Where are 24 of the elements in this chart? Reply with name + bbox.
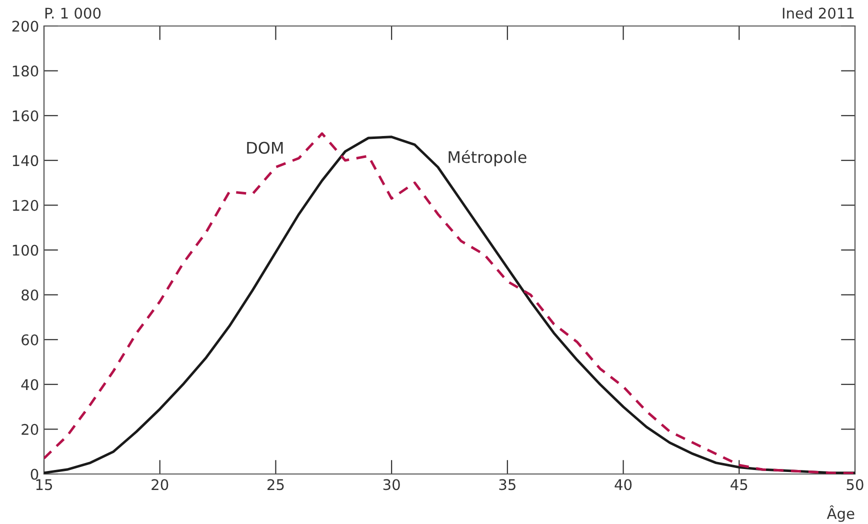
y-tick-label: 120	[12, 200, 38, 211]
y-tick-label: 100	[12, 244, 38, 256]
x-tick-label: 40	[614, 479, 632, 490]
y-tick-label: 20	[22, 424, 38, 435]
x-tick-label: 50	[846, 479, 864, 490]
x-tick-label: 30	[383, 479, 400, 490]
y-tick-label: 200	[12, 20, 38, 32]
y-tick-label: 180	[12, 66, 38, 77]
y-tick-label: 0	[30, 468, 38, 480]
x-tick-label: 15	[36, 479, 52, 490]
series-label: DOM	[247, 142, 283, 154]
x-tick-label: 45	[730, 479, 748, 490]
y-axis-title: P. 1 000	[45, 8, 101, 19]
y-tick-label: 160	[12, 110, 38, 122]
x-tick-label: 20	[152, 479, 168, 490]
y-tick-label: 80	[22, 290, 38, 301]
series-label: Métropole	[448, 150, 526, 166]
y-tick-label: 40	[21, 379, 38, 390]
x-tick-label: 35	[499, 479, 516, 490]
x-tick-label: 25	[268, 479, 284, 490]
y-tick-label: 60	[22, 334, 38, 346]
y-tick-label: 140	[12, 155, 38, 166]
x-axis-title: Âge	[826, 505, 854, 522]
text: Ined 2011	[782, 7, 854, 19]
